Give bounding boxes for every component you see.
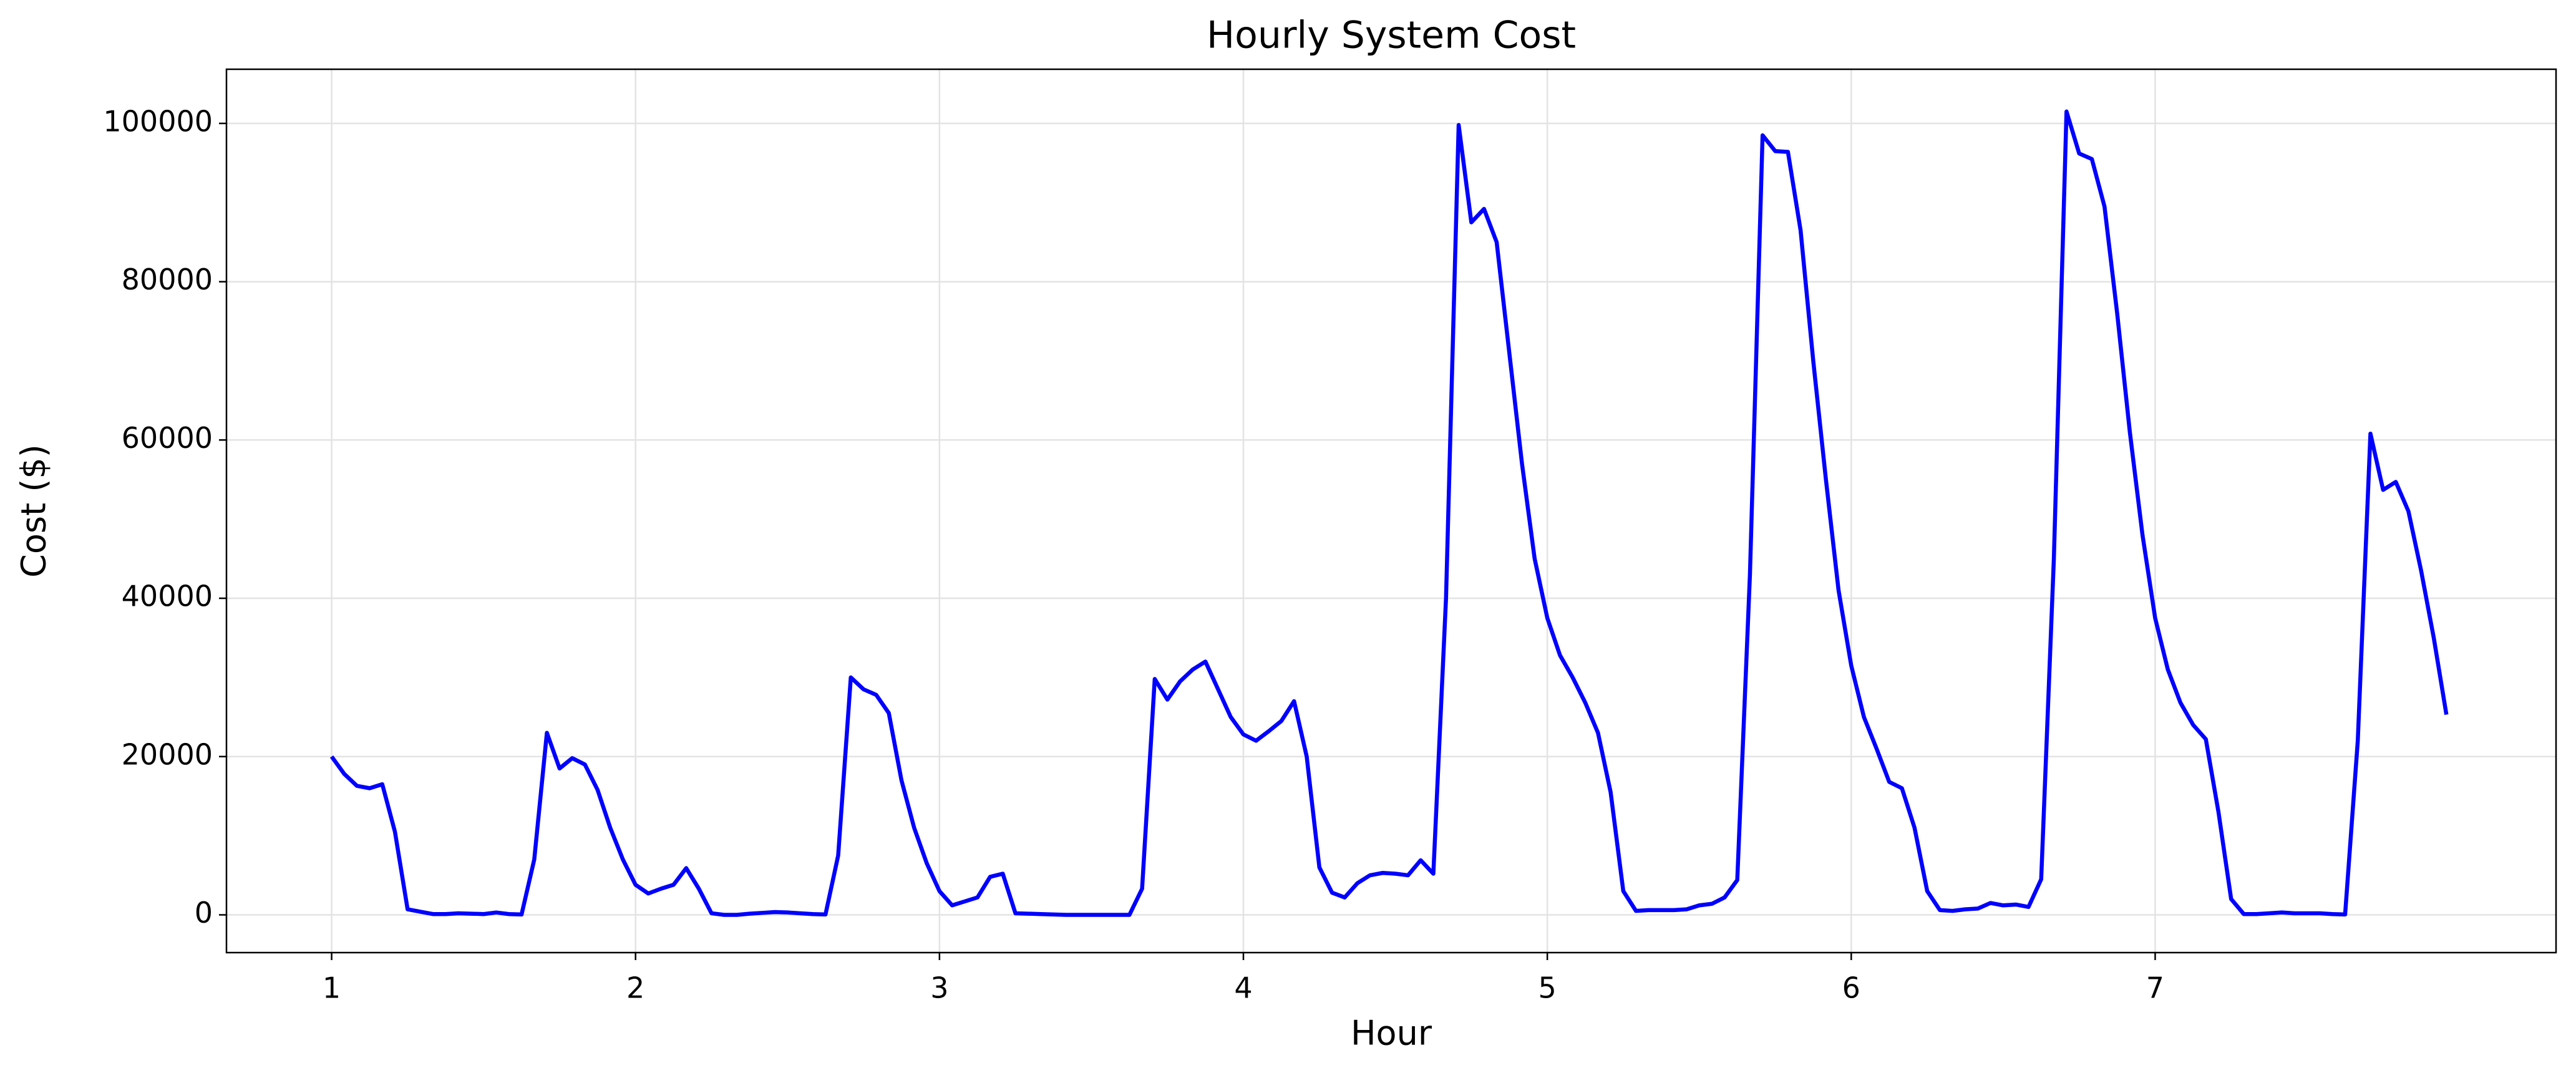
x-tick-label: 3 [930, 971, 948, 1005]
x-tick-label: 4 [1234, 971, 1252, 1005]
y-tick-label: 40000 [122, 580, 213, 613]
x-tick-label: 7 [2146, 971, 2164, 1005]
y-tick-label: 60000 [122, 421, 213, 455]
x-tick-label: 1 [323, 971, 341, 1005]
y-axis-label: Cost ($) [14, 444, 54, 578]
line-series [329, 109, 2449, 917]
y-tick-label: 20000 [122, 737, 213, 771]
x-tick-label: 5 [1538, 971, 1557, 1005]
y-tick-label: 80000 [122, 263, 213, 296]
x-axis-label: Hour [1351, 1014, 1432, 1053]
y-tick-label: 100000 [103, 104, 213, 138]
chart-title: Hourly System Cost [1207, 14, 1576, 57]
y-tick-label: 0 [195, 896, 213, 930]
x-tick-label: 2 [626, 971, 644, 1005]
plot-frame [225, 68, 2557, 954]
x-tick-label: 6 [1842, 971, 1860, 1005]
